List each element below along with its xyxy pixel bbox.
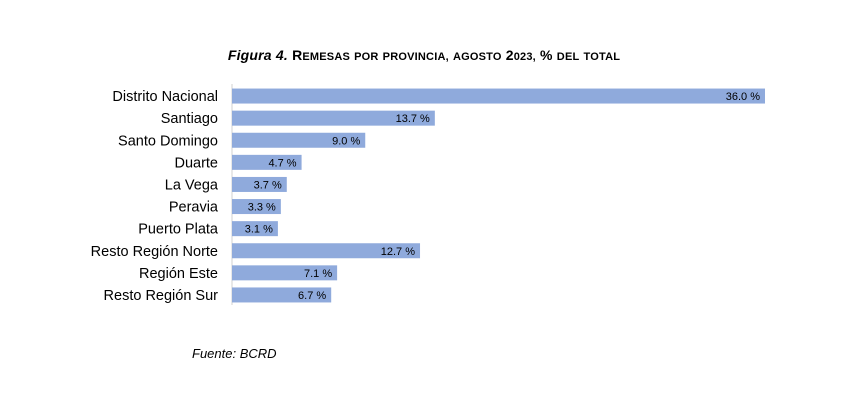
value-label: 4.7 % (268, 157, 296, 169)
value-label: 3.3 % (248, 202, 276, 214)
value-label: 3.7 % (254, 179, 282, 191)
bar (232, 88, 765, 104)
figure-number: Figura 4. (227, 47, 288, 63)
category-label: La Vega (165, 177, 219, 193)
category-label: Región Este (139, 266, 218, 282)
category-label: Puerto Plata (138, 222, 219, 238)
figure-title-text: REMESAS POR PROVINCIA, AGOSTO 2023, % DE… (292, 47, 621, 63)
value-label: 7.1 % (304, 268, 332, 280)
bar (232, 243, 421, 259)
bar (232, 176, 287, 192)
bar (232, 221, 278, 237)
bar (232, 132, 366, 148)
bar (232, 199, 281, 215)
value-label: 12.7 % (381, 246, 415, 258)
category-label: Resto Región Sur (104, 288, 219, 304)
value-label: 13.7 % (396, 113, 430, 125)
value-label: 9.0 % (332, 135, 360, 147)
chart-title: Figura 4. REMESAS POR PROVINCIA, AGOSTO … (0, 47, 848, 63)
category-label: Resto Región Norte (91, 244, 218, 260)
category-label: Distrito Nacional (112, 89, 218, 105)
category-label: Peravia (169, 200, 219, 216)
source-note: Fuente: BCRD (192, 346, 277, 361)
category-label: Duarte (174, 155, 218, 171)
bar (232, 265, 338, 281)
value-label: 6.7 % (298, 290, 326, 302)
category-label: Santo Domingo (118, 133, 218, 149)
bar (232, 154, 302, 170)
bar (232, 110, 435, 126)
bar (232, 287, 332, 303)
value-label: 3.1 % (245, 224, 273, 236)
category-label: Santiago (161, 111, 218, 127)
value-label: 36.0 % (726, 91, 760, 103)
